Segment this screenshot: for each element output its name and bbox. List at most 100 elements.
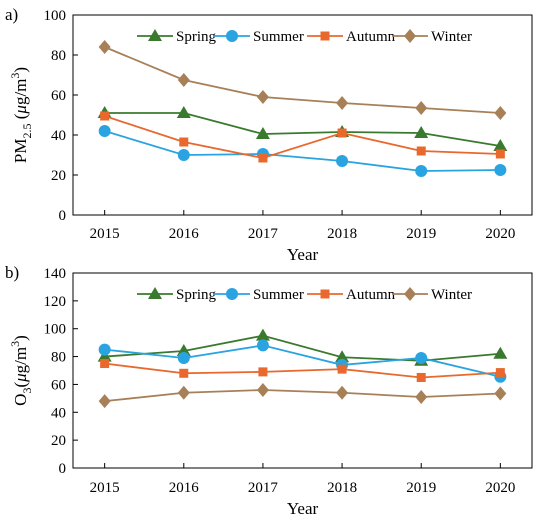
legend-label-autumn: Autumn <box>346 29 396 45</box>
x-tick-label: 2020 <box>485 226 515 242</box>
data-point-autumn <box>495 368 505 378</box>
data-point-winter <box>177 385 190 400</box>
panel-label: b) <box>5 263 19 282</box>
data-point-autumn <box>258 153 268 163</box>
data-point-summer <box>177 149 190 161</box>
y-tick-label: 80 <box>51 48 66 64</box>
y-tick-label: 100 <box>44 8 67 24</box>
y-tick-label: 80 <box>51 350 66 366</box>
data-point-autumn <box>416 372 426 382</box>
legend-label-autumn: Autumn <box>346 287 396 303</box>
legend-marker-autumn <box>320 31 330 41</box>
data-point-summer <box>98 343 111 356</box>
series-line-summer <box>104 344 501 378</box>
data-point-winter <box>494 106 507 120</box>
data-point-summer <box>177 351 190 364</box>
chart-panel-1: 0 20 40 60 80 100 2015 2016 2017 2018 2019 2020 Year… <box>5 5 533 264</box>
data-point-summer <box>494 164 507 176</box>
data-point-winter <box>98 40 111 54</box>
x-tick-label: 2018 <box>327 226 357 242</box>
data-point-autumn <box>179 137 189 147</box>
data-point-spring <box>414 126 429 138</box>
y-tick-label: 100 <box>44 322 67 338</box>
legend-marker-summer <box>226 288 238 300</box>
y-tick-label: 20 <box>51 433 66 449</box>
legend-marker-spring <box>148 287 162 299</box>
y-axis-label: O3(μg/m3) <box>8 335 34 406</box>
data-point-winter <box>415 389 428 404</box>
x-tick-label: 2019 <box>406 480 436 496</box>
data-point-summer <box>336 155 349 167</box>
legend-marker-winter <box>404 287 416 301</box>
data-point-spring <box>255 127 270 139</box>
data-point-winter <box>336 385 349 400</box>
x-tick-label: 2016 <box>169 480 200 496</box>
legend-label-spring: Spring <box>176 29 217 45</box>
data-point-autumn <box>495 149 505 159</box>
legend-marker-autumn <box>320 289 330 299</box>
data-point-autumn <box>100 111 110 121</box>
data-point-winter <box>256 383 269 397</box>
series-line-autumn <box>104 362 501 379</box>
data-point-summer <box>415 351 428 364</box>
data-point-autumn <box>179 368 189 378</box>
y-tick-label: 0 <box>59 208 67 224</box>
chart-panel-2: 0 20 40 60 80 100 120 140 2015 2016 2017 2018 2019 20… <box>5 263 533 518</box>
x-tick-label: 2018 <box>327 480 357 496</box>
data-point-spring <box>176 344 191 356</box>
y-tick-label: 120 <box>44 294 67 310</box>
data-point-autumn <box>416 146 426 156</box>
y-axis-label: PM2.5 (μg/m3) <box>8 67 34 163</box>
panel-label: a) <box>5 5 18 24</box>
plot-frame <box>72 272 533 469</box>
legend-label-spring: Spring <box>176 287 217 303</box>
legend-marker-summer <box>226 30 238 42</box>
series-line-spring <box>104 112 501 147</box>
x-tick-label: 2016 <box>169 226 200 242</box>
data-point-summer <box>98 125 111 137</box>
plot-frame <box>72 14 533 216</box>
data-point-winter <box>415 101 428 115</box>
y-tick-label: 20 <box>51 168 66 184</box>
x-tick-label: 2017 <box>248 480 279 496</box>
x-axis-label: Year <box>287 499 319 518</box>
x-tick-label: 2020 <box>485 480 515 496</box>
data-point-winter <box>494 386 507 401</box>
series-line-spring <box>104 334 501 362</box>
series-line-winter <box>104 46 501 114</box>
series-line-summer <box>104 130 501 172</box>
x-tick-label: 2019 <box>406 226 436 242</box>
legend-label-summer: Summer <box>253 287 304 303</box>
data-point-autumn <box>258 367 268 377</box>
y-tick-label: 60 <box>51 88 66 104</box>
data-point-autumn <box>337 128 347 138</box>
x-tick-label: 2015 <box>90 226 120 242</box>
data-point-spring <box>493 139 508 151</box>
data-point-autumn <box>100 359 110 369</box>
data-point-autumn <box>337 364 347 374</box>
series-line-autumn <box>104 115 501 159</box>
legend-marker-winter <box>404 29 416 43</box>
legend-label-summer: Summer <box>253 29 304 45</box>
data-point-summer <box>256 339 269 352</box>
data-point-winter <box>177 73 190 87</box>
data-point-spring <box>255 328 270 341</box>
x-axis-label: Year <box>287 245 319 264</box>
data-point-winter <box>336 96 349 110</box>
legend-label-winter: Winter <box>431 287 472 303</box>
y-tick-label: 0 <box>59 461 67 477</box>
data-point-winter <box>256 90 269 104</box>
legend-label-winter: Winter <box>431 29 472 45</box>
series-line-winter <box>104 389 501 403</box>
x-tick-label: 2015 <box>90 480 120 496</box>
y-tick-label: 40 <box>51 405 66 421</box>
data-point-winter <box>98 394 111 409</box>
y-tick-label: 40 <box>51 128 66 144</box>
data-point-spring <box>335 350 350 363</box>
y-tick-label: 60 <box>51 377 66 393</box>
data-point-summer <box>415 165 428 177</box>
legend-marker-spring <box>148 29 162 41</box>
data-point-spring <box>493 346 508 359</box>
x-tick-label: 2017 <box>248 226 279 242</box>
